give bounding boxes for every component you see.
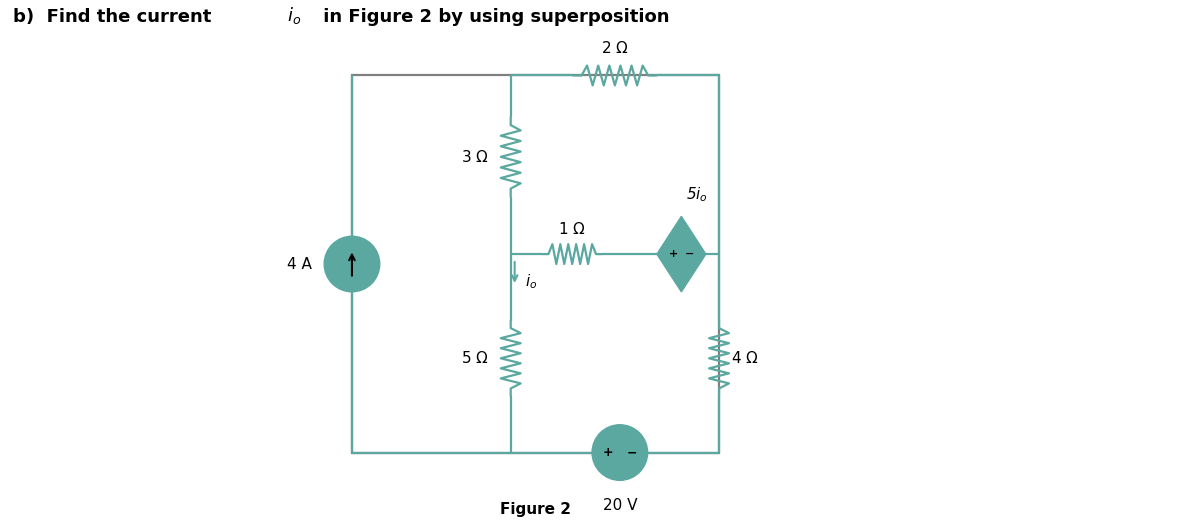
Text: Figure 2: Figure 2	[500, 502, 571, 517]
Text: −: −	[685, 249, 695, 259]
Text: 4 $\Omega$: 4 $\Omega$	[731, 350, 758, 366]
Bar	[352, 76, 719, 453]
Text: 5$i_o$: 5$i_o$	[686, 186, 708, 205]
Text: 4 A: 4 A	[287, 256, 312, 271]
Text: 1 $\Omega$: 1 $\Omega$	[558, 221, 586, 237]
Text: in Figure 2 by using superposition: in Figure 2 by using superposition	[317, 8, 670, 26]
Text: +: +	[668, 249, 678, 259]
Text: $i_o$: $i_o$	[288, 5, 301, 26]
Text: −: −	[626, 446, 637, 459]
Circle shape	[592, 425, 648, 480]
Text: 20 V: 20 V	[602, 498, 637, 513]
Text: +: +	[602, 446, 613, 459]
Text: b)  Find the current: b) Find the current	[13, 8, 217, 26]
Text: $i_o$: $i_o$	[524, 272, 536, 291]
Text: 2 $\Omega$: 2 $\Omega$	[601, 40, 629, 56]
Text: 5 $\Omega$: 5 $\Omega$	[461, 350, 488, 366]
Circle shape	[324, 236, 379, 292]
Polygon shape	[656, 217, 706, 292]
Text: 3 $\Omega$: 3 $\Omega$	[461, 149, 488, 165]
